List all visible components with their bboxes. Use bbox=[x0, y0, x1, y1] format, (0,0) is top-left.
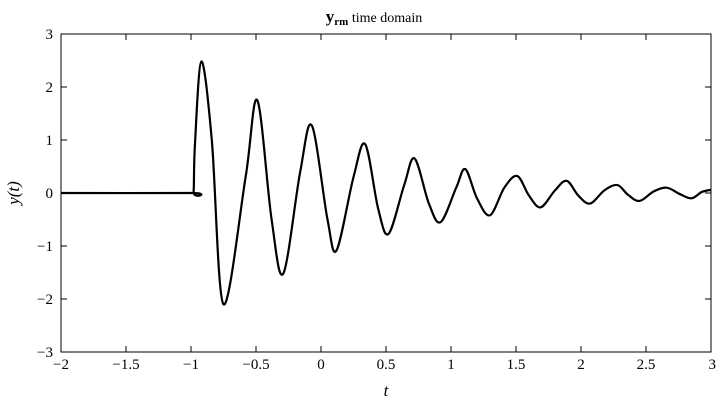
x-tick-label: −0.5 bbox=[242, 357, 269, 373]
x-tick-label: 1.5 bbox=[507, 357, 526, 373]
x-tick-label: 2.5 bbox=[637, 357, 656, 373]
chart-title-rest: time domain bbox=[348, 11, 422, 26]
x-axis-ticks: −2 −1.5 −1 −0.5 0 0.5 1 1.5 2 2.5 3 bbox=[53, 34, 716, 373]
x-tick-label: 0.5 bbox=[377, 357, 396, 373]
x-tick-label: 1 bbox=[447, 357, 455, 373]
chart-title-subscript: rm bbox=[334, 16, 348, 28]
y-tick-label: −1 bbox=[37, 239, 53, 255]
x-tick-label: 0 bbox=[317, 357, 325, 373]
x-tick-label: −1.5 bbox=[112, 357, 139, 373]
y-tick-label: 1 bbox=[46, 133, 54, 149]
x-tick-label: −2 bbox=[53, 357, 69, 373]
x-axis-label: t bbox=[384, 381, 390, 400]
series-line bbox=[60, 60, 712, 306]
y-tick-label: 3 bbox=[46, 27, 54, 43]
y-tick-label: 2 bbox=[46, 80, 54, 96]
y-tick-label: −2 bbox=[37, 292, 53, 308]
x-tick-label: 2 bbox=[577, 357, 585, 373]
y-axis-ticks: −3 −2 −1 0 1 2 3 bbox=[37, 27, 711, 361]
chart-title: yrm time domain bbox=[326, 7, 422, 28]
y-tick-label: −3 bbox=[37, 345, 53, 361]
y-axis-label: y(t) bbox=[4, 181, 23, 207]
chart-title-main: y bbox=[326, 7, 335, 26]
x-tick-label: 3 bbox=[709, 357, 717, 373]
y-tick-label: 0 bbox=[46, 186, 54, 202]
x-tick-label: −1 bbox=[183, 357, 199, 373]
